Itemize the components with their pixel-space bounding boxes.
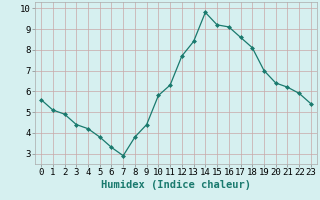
X-axis label: Humidex (Indice chaleur): Humidex (Indice chaleur) bbox=[101, 180, 251, 190]
